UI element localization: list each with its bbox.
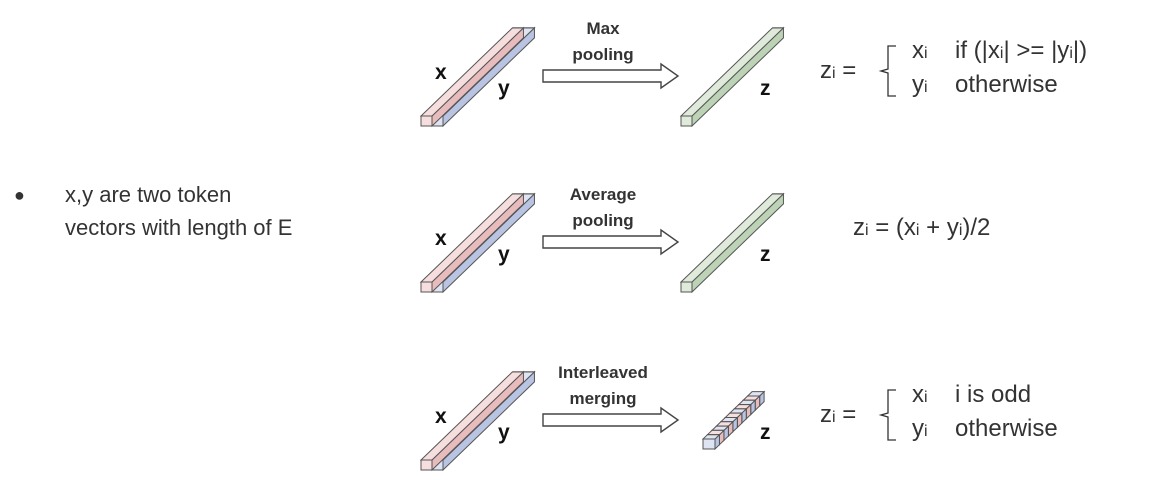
- bullet-line-2: vectors with length of E: [65, 215, 292, 240]
- case-2-condition: otherwise: [955, 71, 1058, 98]
- brace-icon: [878, 389, 896, 441]
- xy-token-bars: [419, 370, 536, 472]
- average-pooling-row: x y Average pooling z zi = (xi + yi)/2: [419, 185, 990, 294]
- z-token-bar: [679, 26, 785, 128]
- formula-lhs: zi =: [820, 57, 856, 84]
- y-label: y: [498, 243, 510, 266]
- z-interleaved-bar: [701, 390, 766, 451]
- z-label: z: [760, 243, 771, 266]
- interleaved-merging-row: x y Interleaved merging z zi = xi i is odd yi oth…: [419, 363, 1058, 472]
- z-segment: [701, 433, 721, 451]
- operation-label-line-2: pooling: [572, 45, 633, 64]
- operation-label-line-2: merging: [569, 389, 636, 408]
- formula-text: zi = (xi + yi)/2: [853, 214, 990, 241]
- x-token-bar: [419, 370, 525, 472]
- case-1-condition: if (|xi| >= |yi|): [955, 37, 1087, 64]
- z-label: z: [760, 421, 771, 444]
- max-pooling-row: x y Max pooling z zi = xi if (|xi| >= |yi|) yi ot…: [419, 19, 1087, 128]
- x-label: x: [435, 227, 447, 250]
- xy-token-bars: [419, 192, 536, 294]
- x-label: x: [435, 405, 447, 428]
- case-2-condition: otherwise: [955, 415, 1058, 442]
- y-label: y: [498, 77, 510, 100]
- x-token-bar: [419, 192, 525, 294]
- arrow-icon: [542, 406, 680, 434]
- case-1-condition: i is odd: [955, 381, 1031, 408]
- brace-icon: [878, 45, 896, 97]
- operation-label-line-1: Average: [570, 185, 636, 204]
- z-token-bar: [679, 192, 785, 294]
- case-1-var: xi: [912, 37, 928, 64]
- operation-label-line-1: Interleaved: [558, 363, 648, 382]
- case-1-var: xi: [912, 381, 928, 408]
- bullet-marker: ●: [14, 185, 25, 205]
- bullet-line-1: x,y are two token: [65, 182, 231, 207]
- xy-token-bars: [419, 26, 536, 128]
- bullet-point: ● x,y are two token vectors with length …: [14, 182, 292, 240]
- arrow-icon: [542, 228, 680, 256]
- z-label: z: [760, 77, 771, 100]
- case-2-var: yi: [912, 71, 928, 98]
- case-2-var: yi: [912, 415, 928, 442]
- y-label: y: [498, 421, 510, 444]
- formula-lhs: zi =: [820, 401, 856, 428]
- operation-label-line-1: Max: [586, 19, 620, 38]
- arrow-icon: [542, 62, 680, 90]
- x-label: x: [435, 61, 447, 84]
- operation-label-line-2: pooling: [572, 211, 633, 230]
- x-token-bar: [419, 26, 525, 128]
